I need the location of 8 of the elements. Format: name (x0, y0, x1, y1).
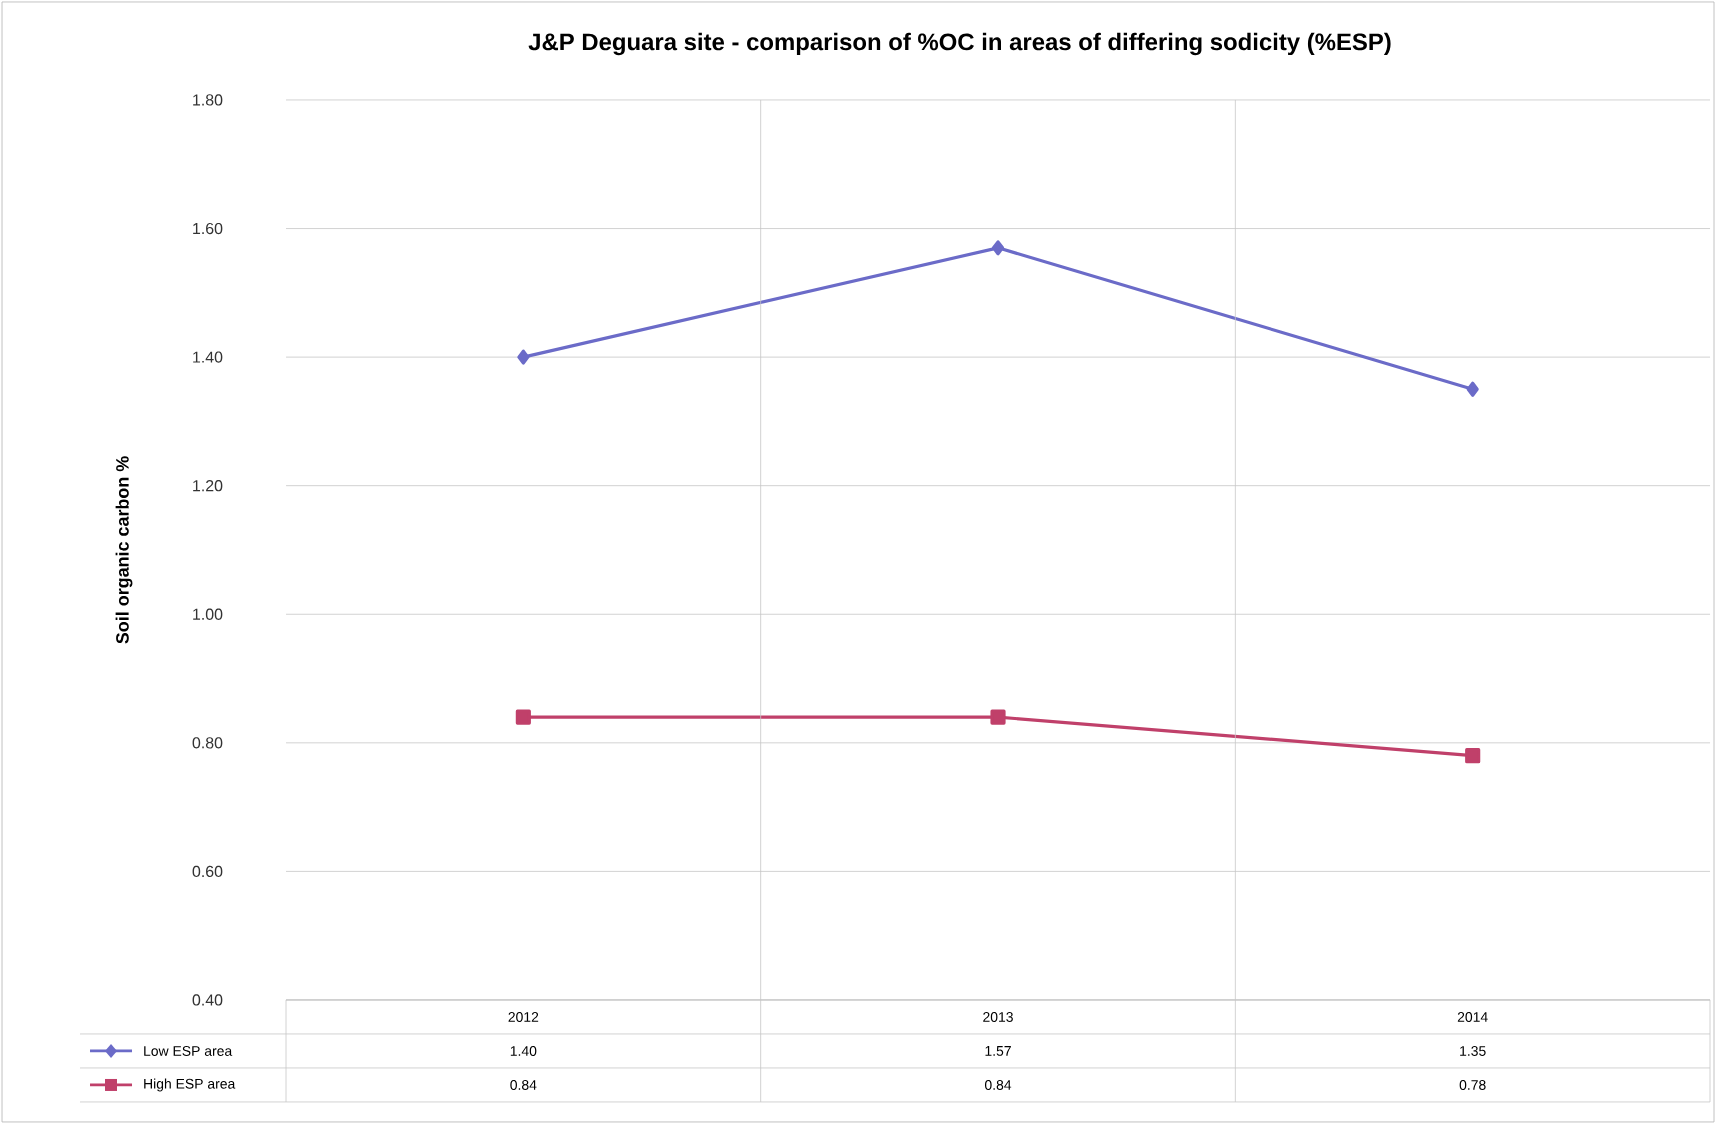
point (515, 709, 531, 725)
y-axis-title: Soil organic carbon % (115, 456, 133, 644)
point (990, 709, 1006, 725)
chart-title: J&P Deguara site - comparison of %OC in areas of differing sodicity (%ESP) (528, 32, 1391, 56)
point (1465, 748, 1481, 764)
point (1466, 381, 1479, 397)
point (517, 349, 530, 365)
point (991, 240, 1005, 256)
